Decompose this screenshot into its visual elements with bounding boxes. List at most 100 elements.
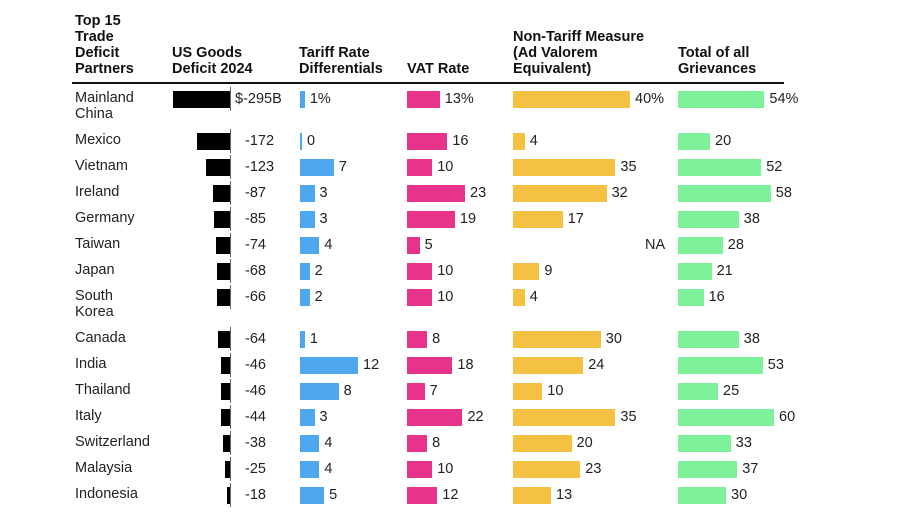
deficit-axis-line (230, 259, 231, 283)
ntm-bar (513, 211, 563, 228)
vat-value: 16 (452, 133, 469, 149)
deficit-value: -38 (245, 435, 266, 451)
table-row: India -46 12 18 24 53 (0, 353, 900, 382)
ntm-value: 20 (576, 435, 593, 451)
deficit-value: -44 (245, 409, 266, 425)
tariff-bar (300, 331, 305, 348)
vat-value: 10 (437, 461, 454, 477)
country-label: Germany (75, 210, 135, 226)
ntm-bar (513, 159, 616, 176)
deficit-axis-line (230, 457, 231, 481)
vat-value: 10 (437, 289, 454, 305)
deficit-axis-line (230, 285, 231, 309)
tariff-bar (300, 237, 320, 254)
country-label: Thailand (75, 382, 131, 398)
total-value: 30 (731, 487, 748, 503)
table-row: Japan -68 2 10 9 21 (0, 259, 900, 288)
vat-bar (407, 289, 433, 306)
table-row: Italy -44 3 22 35 60 (0, 405, 900, 434)
header-ntm: Non-Tariff Measure (Ad Valorem Equivalen… (513, 29, 645, 77)
ntm-value: 30 (605, 331, 622, 347)
deficit-bar (226, 487, 230, 504)
deficit-axis-line (230, 233, 231, 257)
deficit-value: -18 (245, 487, 266, 503)
total-bar (678, 487, 726, 504)
deficit-value: -85 (245, 211, 266, 227)
ntm-bar (513, 331, 601, 348)
table-row: Malaysia -25 4 10 23 37 (0, 457, 900, 486)
total-value: 60 (779, 409, 796, 425)
deficit-axis-line (230, 155, 231, 179)
deficit-value: -64 (245, 331, 266, 347)
country-label: Japan (75, 262, 115, 278)
vat-bar (407, 263, 433, 280)
header-deficit: US Goods Deficit 2024 (172, 45, 253, 77)
total-bar (678, 289, 704, 306)
vat-bar (407, 185, 465, 202)
vat-value: 10 (437, 263, 454, 279)
deficit-value: -66 (245, 289, 266, 305)
ntm-bar (513, 409, 616, 426)
tariff-bar (300, 487, 325, 504)
country-label: Malaysia (75, 460, 133, 476)
deficit-value: -74 (245, 237, 266, 253)
vat-bar (407, 237, 420, 254)
deficit-value: -123 (245, 159, 275, 175)
ntm-value: 17 (567, 211, 584, 227)
vat-value: 13% (444, 91, 474, 107)
deficit-bar (225, 461, 230, 478)
country-label: Italy (75, 408, 102, 424)
table-row: Ireland -87 3 23 32 58 (0, 181, 900, 210)
ntm-value: 35 (620, 409, 637, 425)
table-row: Indonesia -18 5 12 13 30 (0, 483, 900, 512)
total-bar (678, 409, 774, 426)
deficit-bar (221, 383, 230, 400)
deficit-bar (206, 159, 230, 176)
tariff-value: 2 (314, 263, 323, 279)
table-row: Germany -85 3 19 17 38 (0, 207, 900, 236)
total-value: 37 (742, 461, 759, 477)
ntm-value: 10 (547, 383, 564, 399)
total-value: 16 (708, 289, 725, 305)
deficit-axis-line (230, 405, 231, 429)
country-label: Indonesia (75, 486, 138, 502)
country-label: Switzerland (75, 434, 150, 450)
vat-value: 5 (424, 237, 433, 253)
deficit-bar (221, 357, 230, 374)
ntm-value: 40% (635, 91, 665, 107)
ntm-value: 9 (544, 263, 553, 279)
total-value: 20 (715, 133, 732, 149)
header-tariff: Tariff Rate Differentials (299, 45, 383, 77)
table-row: Taiwan -74 4 5 NA 28 (0, 233, 900, 262)
tariff-bar (300, 185, 315, 202)
vat-bar (407, 461, 433, 478)
deficit-axis-line (230, 327, 231, 351)
deficit-value: -46 (245, 357, 266, 373)
deficit-bar (217, 289, 230, 306)
table-row: Canada -64 1 8 30 38 (0, 327, 900, 356)
tariff-value: 3 (319, 211, 328, 227)
header-vat: VAT Rate (407, 61, 470, 77)
vat-bar (407, 383, 425, 400)
total-value: 28 (727, 237, 744, 253)
deficit-bar (222, 435, 230, 452)
country-label: South Korea (75, 288, 114, 320)
deficit-value: $-295B (235, 91, 282, 107)
ntm-bar (513, 185, 607, 202)
tariff-bar (300, 289, 310, 306)
deficit-axis-line (230, 207, 231, 231)
country-label: India (75, 356, 107, 372)
country-label: Ireland (75, 184, 120, 200)
ntm-bar (513, 289, 525, 306)
total-bar (678, 133, 710, 150)
tariff-bar (300, 133, 302, 150)
vat-bar (407, 159, 433, 176)
total-bar (678, 185, 771, 202)
total-value: 33 (735, 435, 752, 451)
country-label: Taiwan (75, 236, 121, 252)
tariff-bar (300, 409, 315, 426)
total-bar (678, 331, 739, 348)
total-value: 38 (743, 331, 760, 347)
vat-value: 8 (432, 435, 441, 451)
tariff-bar (300, 91, 305, 108)
